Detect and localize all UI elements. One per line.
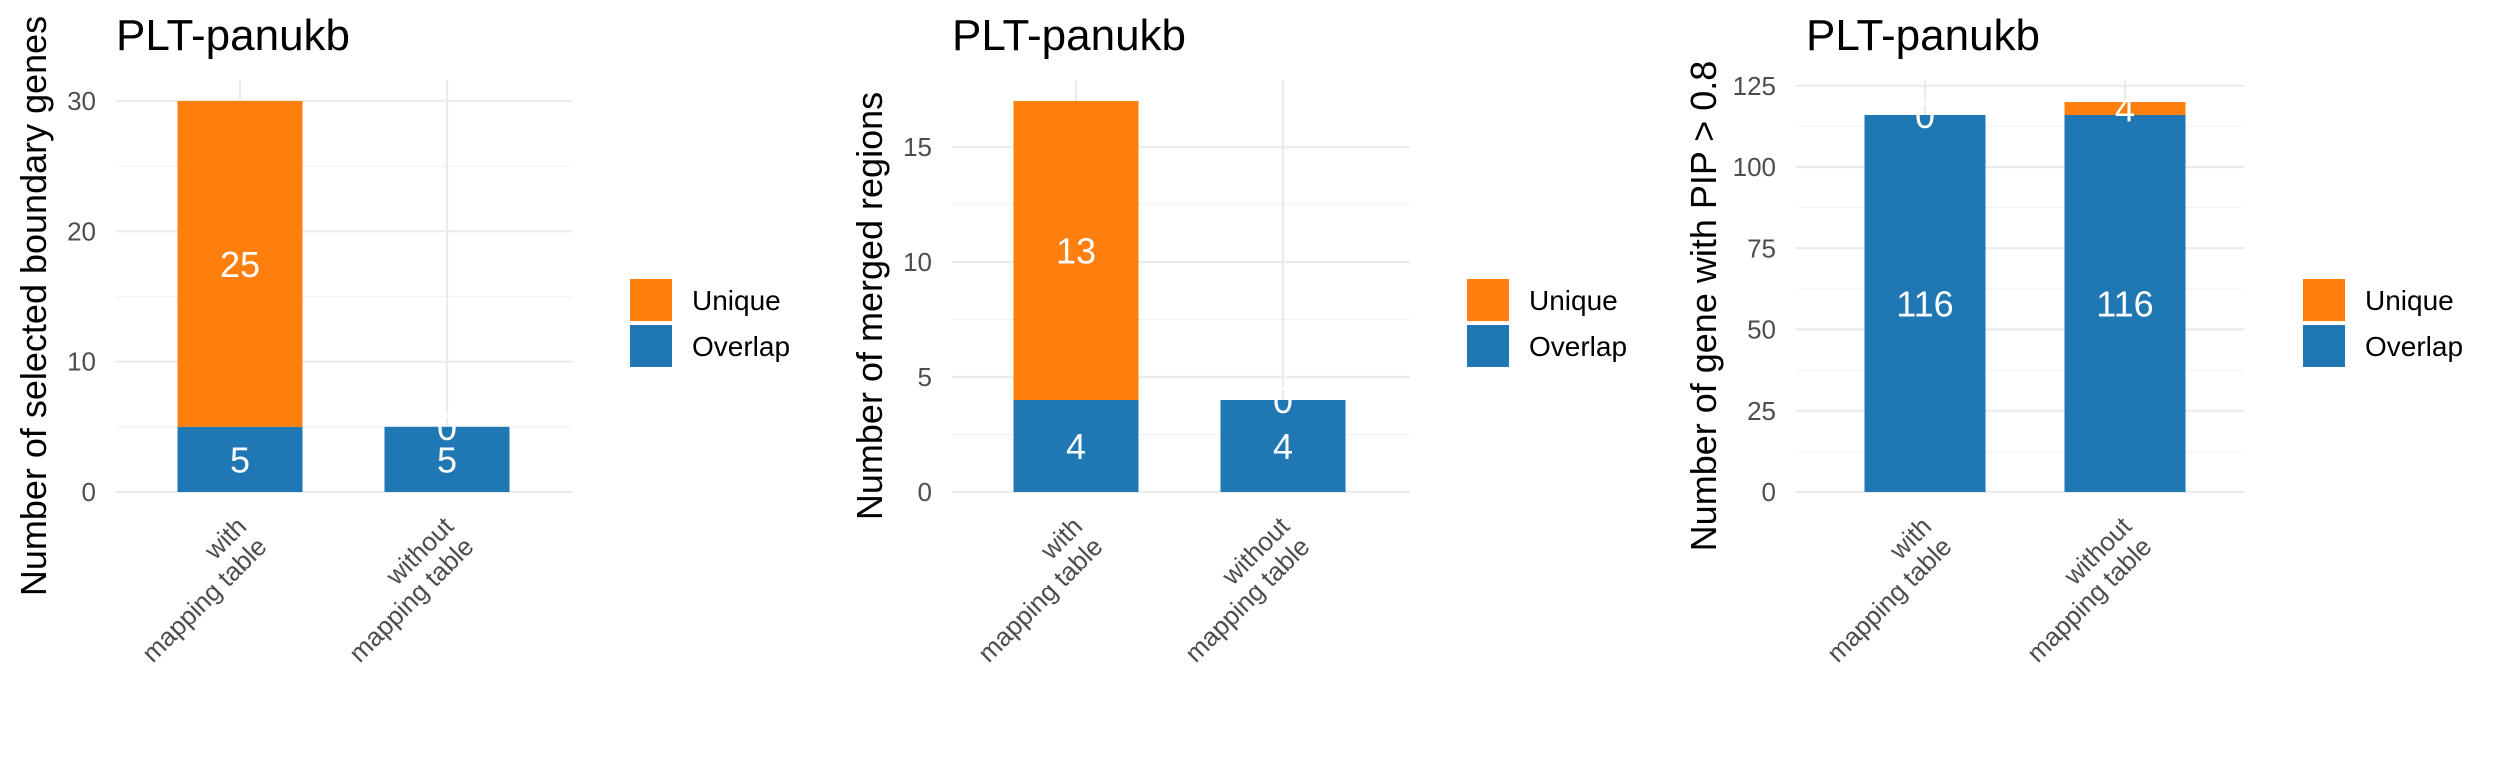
legend-label-overlap: Overlap: [692, 331, 790, 362]
y-tick-label: 75: [1747, 233, 1776, 263]
y-axis-label: Number of merged regions: [849, 92, 890, 520]
data-label-unique: 25: [220, 244, 260, 285]
legend-swatch-unique: [1467, 279, 1509, 321]
x-tick-label: withmapping table: [1801, 511, 1958, 668]
data-label-overlap: 116: [1896, 284, 1953, 325]
x-tick-label: withoutmapping table: [1159, 510, 1316, 667]
legend-swatch-overlap: [1467, 325, 1509, 367]
data-label-unique: 0: [1273, 380, 1293, 421]
bar-overlap: [1220, 400, 1346, 492]
y-tick-label: 10: [903, 247, 932, 277]
y-tick-label: 50: [1747, 315, 1776, 345]
bar-overlap: [384, 426, 510, 492]
bar-overlap: [1013, 400, 1139, 492]
data-label-overlap: 5: [437, 439, 457, 480]
data-label-overlap: 4: [1273, 426, 1293, 467]
bar-overlap: [1864, 115, 1986, 492]
legend-swatch-overlap: [630, 325, 672, 367]
x-tick-label: withmapping table: [116, 511, 273, 668]
legend-swatch-unique: [630, 279, 672, 321]
data-label-unique: 13: [1056, 231, 1096, 272]
chart-title: PLT-panukb: [952, 11, 1186, 60]
y-tick-label: 25: [1747, 396, 1776, 426]
chart-title: PLT-panukb: [1806, 11, 2040, 60]
y-axis-label: Number of selected boundary genes: [13, 16, 54, 596]
legend-label-overlap: Overlap: [2365, 331, 2463, 362]
x-tick-label: withoutmapping table: [323, 510, 480, 667]
data-label-unique: 0: [437, 407, 457, 448]
legend-label-overlap: Overlap: [1529, 331, 1627, 362]
y-axis-label: Number of gene with PIP > 0.8: [1683, 61, 1724, 552]
y-tick-label: 125: [1733, 71, 1776, 101]
y-tick-label: 0: [1762, 477, 1776, 507]
y-tick-label: 5: [918, 362, 932, 392]
y-tick-label: 30: [67, 86, 96, 116]
data-label-overlap: 5: [230, 439, 250, 480]
chart-title: PLT-panukb: [116, 11, 350, 60]
legend-swatch-overlap: [2303, 325, 2345, 367]
data-label-unique: 4: [2115, 89, 2135, 130]
chart-panel-3: 0 25 50 75 100 125 116 0 116 4 withmapping table wi…: [1683, 11, 2463, 668]
y-tick-label: 15: [903, 132, 932, 162]
y-tick-label: 20: [67, 216, 96, 246]
chart-panel-2: 0 5 10 15 4 13 4 0 withmapping table withoutmappi…: [849, 11, 1627, 668]
y-tick-label: 100: [1733, 152, 1776, 182]
bar-unique: [1013, 101, 1139, 400]
y-tick-label: 0: [82, 477, 96, 507]
legend-label-unique: Unique: [1529, 285, 1618, 316]
legend-label-unique: Unique: [692, 285, 781, 316]
y-tick-label: 0: [918, 477, 932, 507]
bar-overlap: [2064, 115, 2186, 492]
y-tick-label: 10: [67, 347, 96, 377]
bar-overlap: [177, 426, 303, 492]
x-tick-label: withmapping table: [952, 511, 1109, 668]
data-label-unique: 0: [1915, 95, 1935, 136]
x-tick-label: withoutmapping table: [2001, 510, 2158, 667]
legend-swatch-unique: [2303, 279, 2345, 321]
data-label-overlap: 116: [2096, 284, 2153, 325]
legend-label-unique: Unique: [2365, 285, 2454, 316]
bar-unique: [177, 101, 303, 427]
bar-unique: [2064, 102, 2186, 115]
data-label-overlap: 4: [1066, 426, 1086, 467]
